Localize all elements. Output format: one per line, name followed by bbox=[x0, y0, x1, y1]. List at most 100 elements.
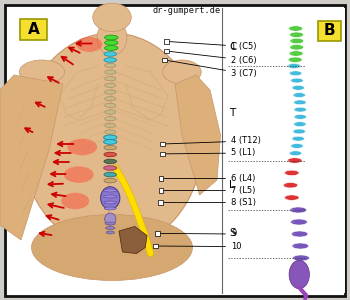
Ellipse shape bbox=[19, 60, 65, 84]
Ellipse shape bbox=[287, 158, 302, 163]
Ellipse shape bbox=[294, 100, 306, 105]
Bar bbox=[158, 200, 163, 205]
Bar bbox=[162, 58, 167, 62]
Ellipse shape bbox=[105, 117, 116, 121]
FancyBboxPatch shape bbox=[20, 19, 47, 40]
Ellipse shape bbox=[293, 129, 306, 134]
Ellipse shape bbox=[163, 60, 201, 84]
Ellipse shape bbox=[294, 107, 307, 112]
Ellipse shape bbox=[290, 207, 307, 213]
Text: 5 (L1): 5 (L1) bbox=[165, 148, 255, 158]
Ellipse shape bbox=[93, 3, 131, 32]
Text: 1 (C5): 1 (C5) bbox=[169, 42, 257, 51]
Ellipse shape bbox=[97, 20, 127, 56]
Ellipse shape bbox=[288, 158, 301, 163]
Ellipse shape bbox=[105, 97, 116, 101]
Ellipse shape bbox=[64, 166, 94, 183]
Text: L: L bbox=[229, 179, 235, 190]
Ellipse shape bbox=[67, 139, 97, 155]
Ellipse shape bbox=[105, 130, 116, 134]
Text: 4 (T12): 4 (T12) bbox=[166, 136, 261, 146]
Ellipse shape bbox=[104, 58, 117, 62]
Ellipse shape bbox=[289, 151, 302, 156]
Ellipse shape bbox=[106, 231, 114, 234]
Text: 3 (C7): 3 (C7) bbox=[167, 61, 257, 78]
Ellipse shape bbox=[104, 159, 117, 164]
Text: C: C bbox=[229, 41, 237, 52]
Ellipse shape bbox=[105, 63, 116, 68]
Ellipse shape bbox=[289, 26, 303, 31]
Ellipse shape bbox=[104, 140, 117, 144]
Bar bbox=[164, 39, 169, 44]
Text: 9: 9 bbox=[160, 230, 236, 238]
Ellipse shape bbox=[103, 189, 117, 192]
Ellipse shape bbox=[105, 103, 116, 107]
Ellipse shape bbox=[105, 83, 116, 88]
Ellipse shape bbox=[104, 52, 117, 56]
Text: 6 (L4): 6 (L4) bbox=[164, 174, 256, 183]
Ellipse shape bbox=[105, 40, 118, 45]
Ellipse shape bbox=[104, 195, 117, 198]
Text: S: S bbox=[229, 227, 236, 238]
Ellipse shape bbox=[288, 57, 302, 62]
Ellipse shape bbox=[105, 46, 118, 50]
Ellipse shape bbox=[293, 93, 306, 98]
Ellipse shape bbox=[290, 78, 303, 83]
Text: 10: 10 bbox=[159, 242, 242, 251]
Ellipse shape bbox=[61, 193, 89, 209]
Ellipse shape bbox=[289, 260, 309, 289]
Bar bbox=[164, 49, 169, 53]
FancyBboxPatch shape bbox=[318, 21, 341, 40]
Ellipse shape bbox=[104, 152, 117, 157]
Text: 8 (S1): 8 (S1) bbox=[163, 198, 256, 207]
Text: A: A bbox=[28, 22, 40, 37]
Bar bbox=[226, 8, 345, 293]
Ellipse shape bbox=[288, 64, 300, 68]
Ellipse shape bbox=[105, 110, 116, 114]
Polygon shape bbox=[175, 75, 220, 195]
Ellipse shape bbox=[285, 170, 299, 176]
Ellipse shape bbox=[105, 213, 116, 225]
Bar bbox=[159, 176, 163, 181]
Ellipse shape bbox=[292, 85, 304, 90]
Ellipse shape bbox=[76, 37, 102, 52]
Ellipse shape bbox=[290, 44, 304, 50]
Ellipse shape bbox=[104, 207, 116, 210]
Ellipse shape bbox=[283, 182, 298, 188]
Ellipse shape bbox=[104, 135, 117, 140]
Bar bbox=[155, 231, 160, 236]
Text: 2 (C6): 2 (C6) bbox=[169, 51, 257, 64]
Ellipse shape bbox=[104, 178, 117, 183]
Ellipse shape bbox=[105, 90, 116, 94]
Ellipse shape bbox=[105, 76, 116, 81]
Text: 7 (L5): 7 (L5) bbox=[164, 186, 256, 195]
Ellipse shape bbox=[105, 123, 116, 128]
Ellipse shape bbox=[104, 172, 117, 177]
Ellipse shape bbox=[290, 144, 303, 148]
Ellipse shape bbox=[101, 187, 120, 209]
Ellipse shape bbox=[290, 219, 307, 225]
Ellipse shape bbox=[289, 51, 303, 56]
Text: dr-gumpert.de: dr-gumpert.de bbox=[152, 6, 220, 15]
Ellipse shape bbox=[104, 166, 117, 170]
Ellipse shape bbox=[292, 136, 304, 141]
Polygon shape bbox=[119, 226, 147, 254]
Ellipse shape bbox=[104, 201, 117, 204]
Ellipse shape bbox=[285, 195, 299, 200]
Text: B: B bbox=[324, 23, 336, 38]
Ellipse shape bbox=[290, 38, 304, 44]
Bar bbox=[160, 142, 165, 146]
Ellipse shape bbox=[287, 63, 301, 69]
Ellipse shape bbox=[32, 214, 193, 280]
Ellipse shape bbox=[104, 145, 117, 150]
Ellipse shape bbox=[289, 71, 302, 76]
Ellipse shape bbox=[21, 33, 203, 249]
Bar bbox=[160, 152, 164, 156]
Bar bbox=[153, 244, 158, 248]
Ellipse shape bbox=[106, 226, 115, 230]
Ellipse shape bbox=[294, 122, 306, 127]
Ellipse shape bbox=[289, 32, 303, 38]
Ellipse shape bbox=[105, 35, 118, 40]
Ellipse shape bbox=[292, 243, 309, 249]
Bar bbox=[159, 188, 163, 193]
